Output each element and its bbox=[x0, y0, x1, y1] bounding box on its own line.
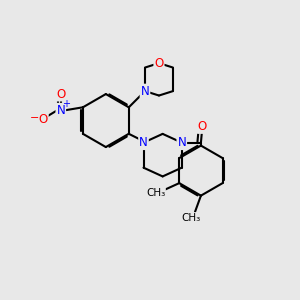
Text: N: N bbox=[141, 85, 149, 98]
Text: N: N bbox=[177, 136, 186, 149]
Text: N: N bbox=[56, 104, 65, 117]
Text: N: N bbox=[139, 136, 148, 149]
Text: O: O bbox=[198, 120, 207, 133]
Text: −: − bbox=[30, 112, 40, 123]
Text: CH₃: CH₃ bbox=[182, 213, 201, 223]
Text: CH₃: CH₃ bbox=[146, 188, 165, 198]
Text: O: O bbox=[56, 88, 65, 100]
Text: +: + bbox=[62, 99, 70, 109]
Text: O: O bbox=[154, 57, 164, 70]
Text: O: O bbox=[38, 112, 48, 126]
